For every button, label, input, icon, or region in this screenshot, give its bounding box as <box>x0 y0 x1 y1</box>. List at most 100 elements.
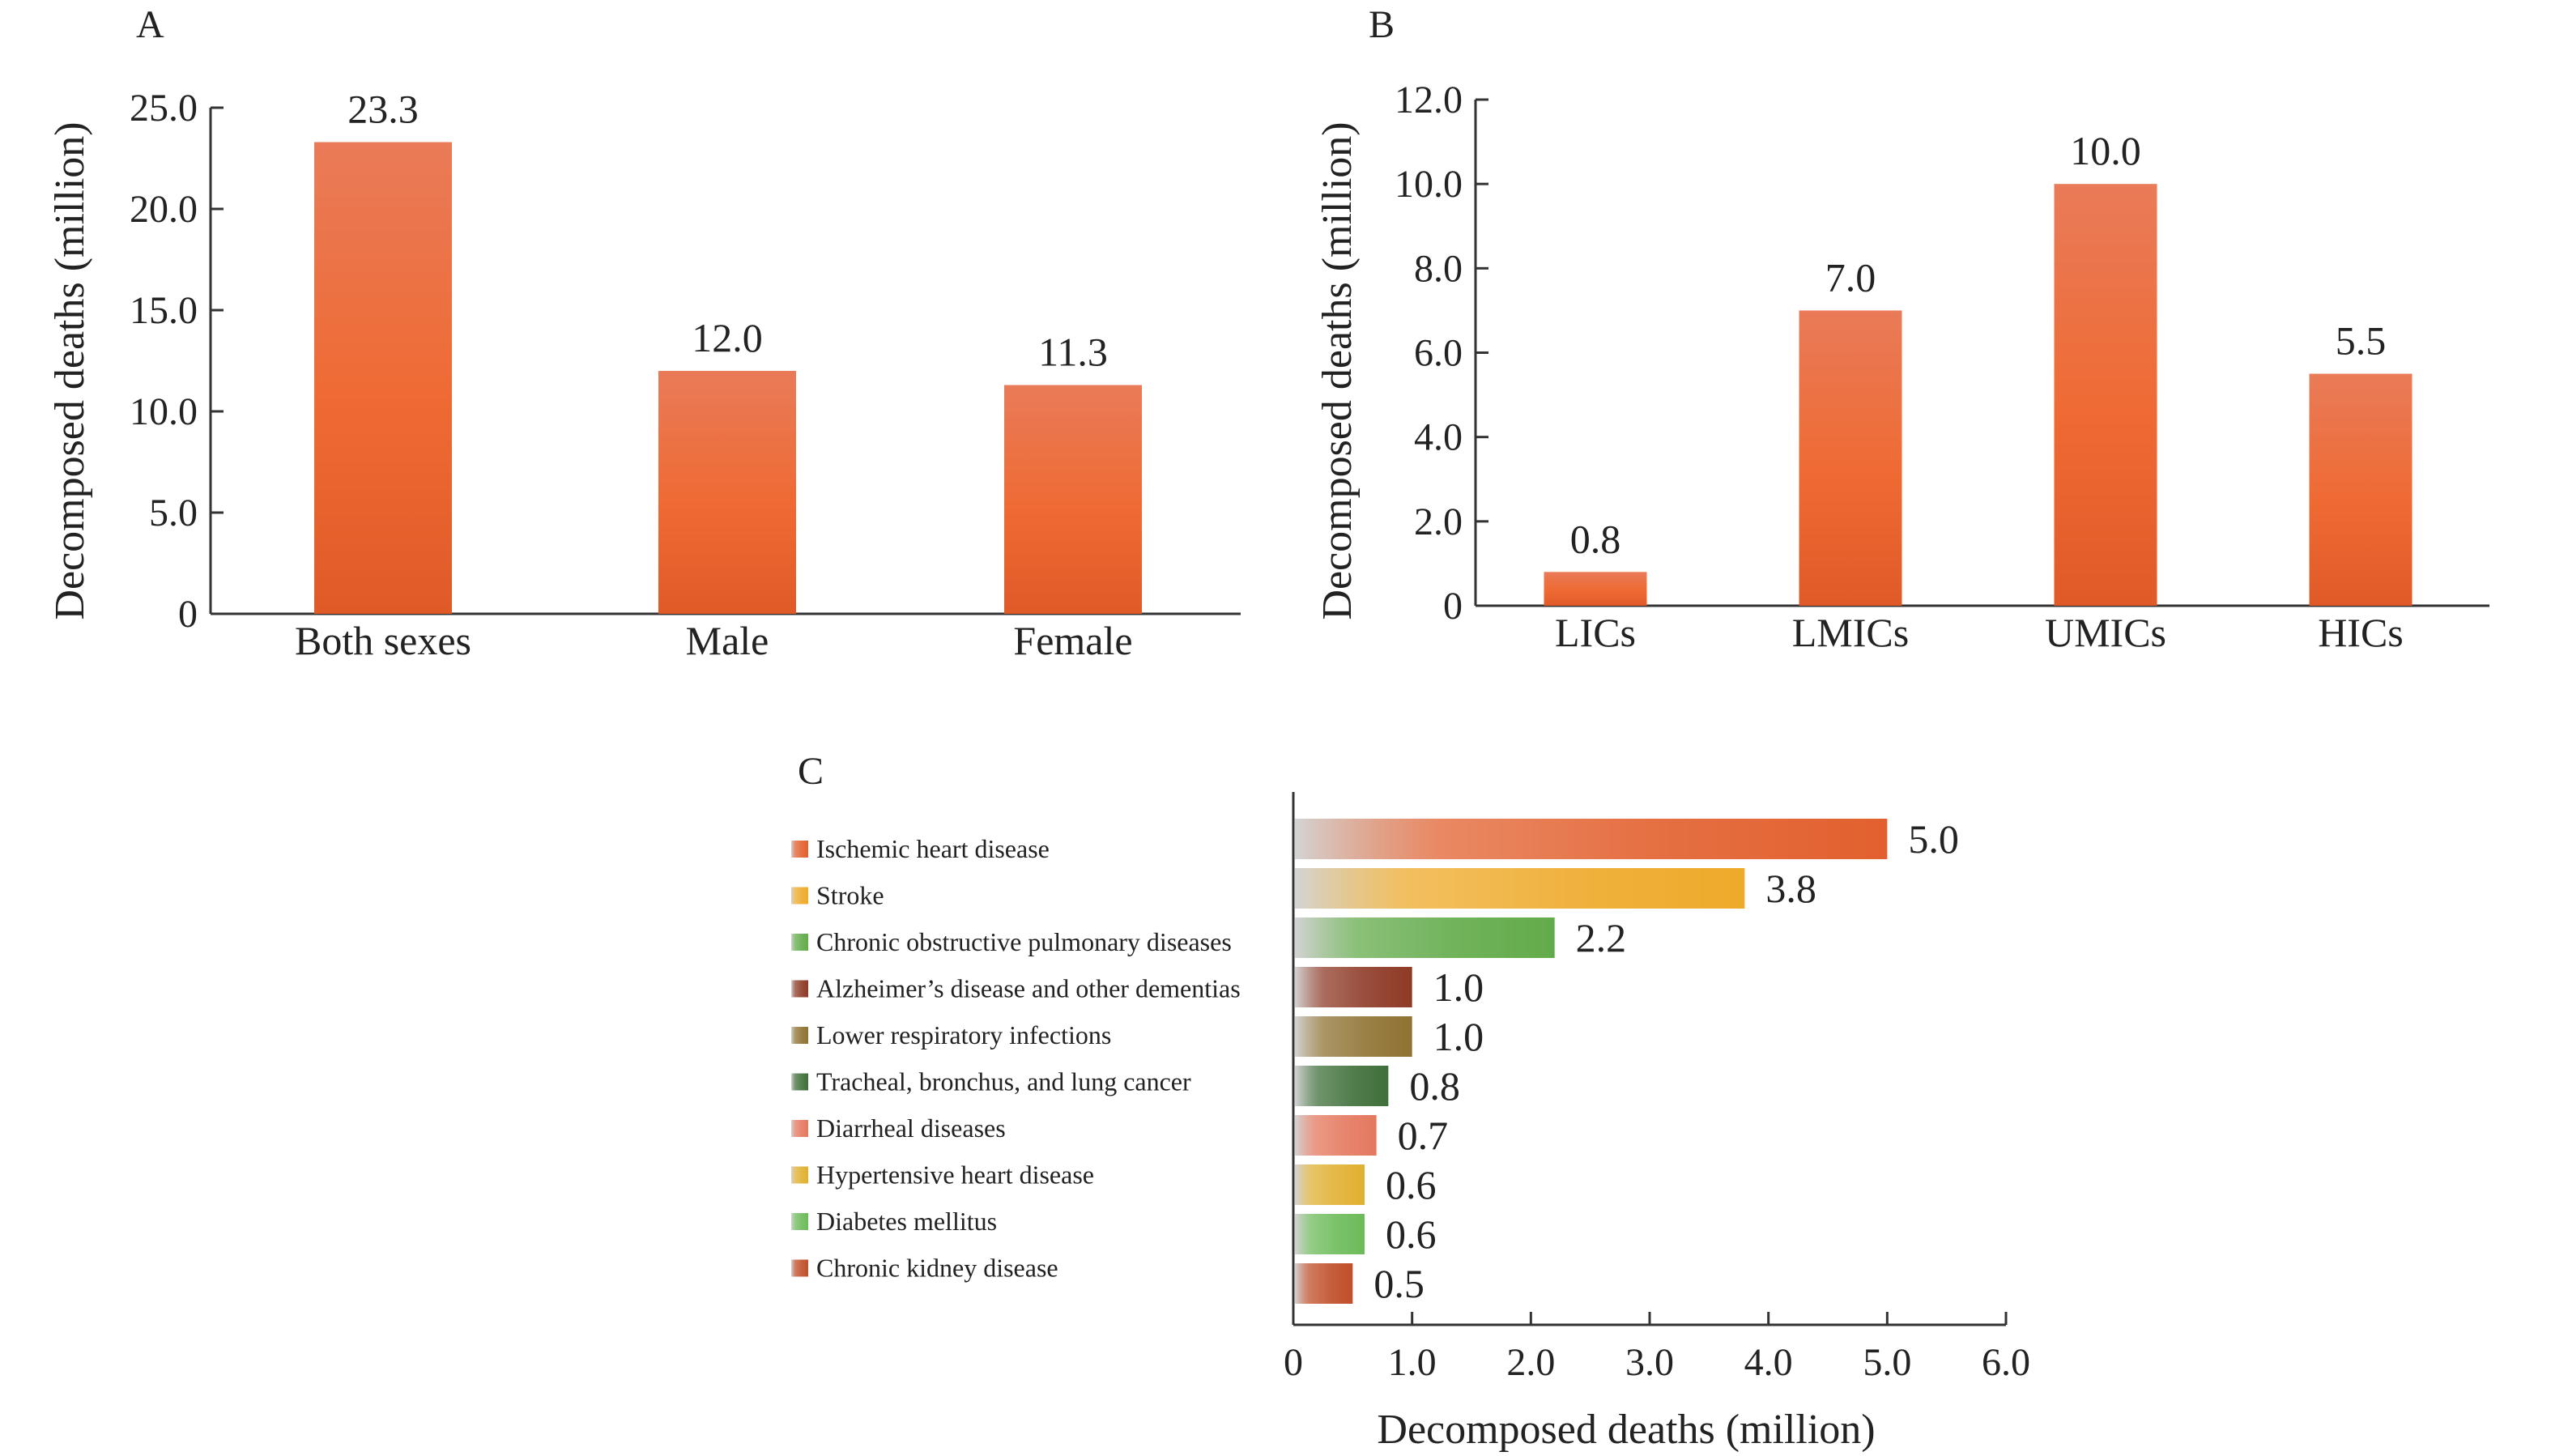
bar <box>658 371 796 614</box>
x-tick-label: 5.0 <box>1863 1341 1911 1384</box>
x-category-label: LMICs <box>1792 610 1909 655</box>
bar <box>1295 868 1745 909</box>
bar <box>1295 967 1412 1007</box>
bar <box>1004 385 1142 614</box>
bar-value-label: 11.3 <box>1038 330 1108 375</box>
y-tick-label: 0 <box>178 593 198 636</box>
y-tick-label: 2.0 <box>1414 500 1463 543</box>
bar <box>1295 1164 1365 1205</box>
legend-swatch <box>791 1120 808 1137</box>
panel-c-x-ticks: 0 1.0 2.0 3.0 4.0 5.0 6.0 <box>1284 1312 2030 1384</box>
y-tick-label: 12.0 <box>1395 79 1463 121</box>
legend-entry-label: Diabetes mellitus <box>816 1207 997 1236</box>
x-tick-label: 1.0 <box>1388 1341 1437 1384</box>
bar-value-label: 10.0 <box>2070 128 2141 173</box>
bar-value-label: 5.0 <box>1908 816 1959 862</box>
panel-c-bars <box>1295 819 1888 1304</box>
y-tick-label: 10.0 <box>1395 163 1463 206</box>
bar <box>1295 917 1555 958</box>
bar-value-label: 23.3 <box>347 87 419 132</box>
panel-b-bars <box>1544 184 2413 606</box>
bar-value-label: 5.5 <box>2336 318 2387 364</box>
bar <box>2309 373 2413 606</box>
panel-c-x-axis-title: Decomposed deaths (million) <box>1377 1407 1875 1453</box>
panel-c-legend: Ischemic heart disease Stroke Chronic obst… <box>791 834 1241 1283</box>
legend-entry-label: Chronic obstructive pulmonary diseases <box>816 927 1232 956</box>
panel-b-category-labels: LICs LMICs UMICs HICs <box>1555 610 2404 655</box>
y-tick-label: 0 <box>1443 585 1463 628</box>
panel-b-y-ticks: 0 2.0 4.0 6.0 8.0 10.0 12.0 <box>1395 79 1488 628</box>
panel-a-letter: A <box>136 3 164 46</box>
bar-value-label: 0.8 <box>1409 1063 1460 1109</box>
bar-value-label: 0.7 <box>1398 1113 1449 1158</box>
bar <box>1799 310 1902 606</box>
bar <box>1295 819 1888 859</box>
bar-value-label: 1.0 <box>1433 1014 1484 1059</box>
y-tick-label: 6.0 <box>1414 332 1463 375</box>
panel-a-y-ticks: 0 5.0 10.0 15.0 20.0 25.0 <box>130 87 224 636</box>
y-tick-label: 20.0 <box>130 188 198 231</box>
bar <box>1295 1263 1353 1304</box>
bar <box>1295 1115 1377 1156</box>
legend-swatch <box>791 934 808 951</box>
legend-swatch <box>791 887 808 905</box>
y-tick-label: 8.0 <box>1414 247 1463 290</box>
legend-swatch <box>791 1073 808 1091</box>
x-category-label: LICs <box>1555 610 1636 655</box>
bar <box>2054 184 2157 606</box>
bar-value-label: 0.6 <box>1386 1211 1437 1257</box>
legend-swatch <box>791 841 808 858</box>
bar-value-label: 3.8 <box>1765 866 1816 911</box>
y-tick-label: 4.0 <box>1414 416 1463 459</box>
bar-value-label: 12.0 <box>692 315 763 360</box>
x-tick-label: 0 <box>1284 1341 1303 1384</box>
x-tick-label: 3.0 <box>1625 1341 1674 1384</box>
y-tick-label: 15.0 <box>130 289 198 332</box>
legend-entry-label: Hypertensive heart disease <box>816 1160 1094 1190</box>
legend-entry-label: Chronic kidney disease <box>816 1254 1058 1283</box>
legend-swatch <box>791 1213 808 1230</box>
panel-a-value-labels: 23.3 12.0 11.3 <box>347 87 1108 375</box>
x-category-label: UMICs <box>2045 610 2166 655</box>
bar-value-label: 1.0 <box>1433 964 1484 1010</box>
panel-b-value-labels: 0.8 7.0 10.0 5.5 <box>1570 128 2387 561</box>
legend-swatch <box>791 1027 808 1044</box>
x-tick-label: 6.0 <box>1982 1341 2030 1384</box>
x-category-label: HICs <box>2318 610 2404 655</box>
y-tick-label: 10.0 <box>130 390 198 433</box>
bar-value-label: 0.5 <box>1373 1261 1425 1306</box>
panel-a-y-axis-title: Decomposed deaths (million) <box>47 121 93 619</box>
bar-value-label: 0.8 <box>1570 516 1621 561</box>
bar <box>314 142 452 614</box>
panel-b-y-axis-title: Decomposed deaths (million) <box>1314 121 1361 619</box>
panel-b-letter: B <box>1369 3 1395 46</box>
bar <box>1295 1016 1412 1057</box>
legend-entry-label: Diarrheal diseases <box>816 1113 1006 1143</box>
x-category-label: Both sexes <box>295 618 471 663</box>
bar-value-label: 2.2 <box>1576 915 1627 960</box>
panel-a-bars <box>314 142 1142 614</box>
bar-value-label: 0.6 <box>1386 1162 1437 1207</box>
x-tick-label: 4.0 <box>1744 1341 1793 1384</box>
x-tick-label: 2.0 <box>1506 1341 1555 1384</box>
bar <box>1544 572 1647 606</box>
panel-b-bar-chart: B Decomposed deaths (million) 0 2.0 4.0 6.0… <box>1314 3 2489 655</box>
legend-entry-label: Ischemic heart disease <box>816 834 1050 863</box>
x-category-label: Female <box>1013 618 1132 663</box>
legend-swatch <box>791 1259 808 1277</box>
x-category-label: Male <box>686 618 769 663</box>
panel-c-horizontal-bar-chart: C 0 1.0 2.0 3.0 4.0 5.0 6.0 Decomposed deaths … <box>791 750 2030 1453</box>
legend-entry-label: Lower respiratory infections <box>816 1020 1111 1049</box>
y-tick-label: 25.0 <box>130 87 198 130</box>
panel-c-value-labels: 5.03.82.21.01.00.80.70.60.60.5 <box>1373 816 1958 1306</box>
legend-entry-label: Alzheimer’s disease and other dementias <box>816 974 1241 1003</box>
y-tick-label: 5.0 <box>149 492 198 534</box>
panel-a-category-labels: Both sexes Male Female <box>295 618 1133 663</box>
panel-a-bar-chart: A Decomposed deaths (million) 0 5.0 10.0 15… <box>47 3 1241 663</box>
legend-entry-label: Stroke <box>816 881 884 910</box>
legend-entry-label: Tracheal, bronchus, and lung cancer <box>816 1067 1191 1096</box>
bar <box>1295 1066 1389 1106</box>
bar <box>1295 1214 1365 1254</box>
legend-swatch <box>791 1166 808 1184</box>
